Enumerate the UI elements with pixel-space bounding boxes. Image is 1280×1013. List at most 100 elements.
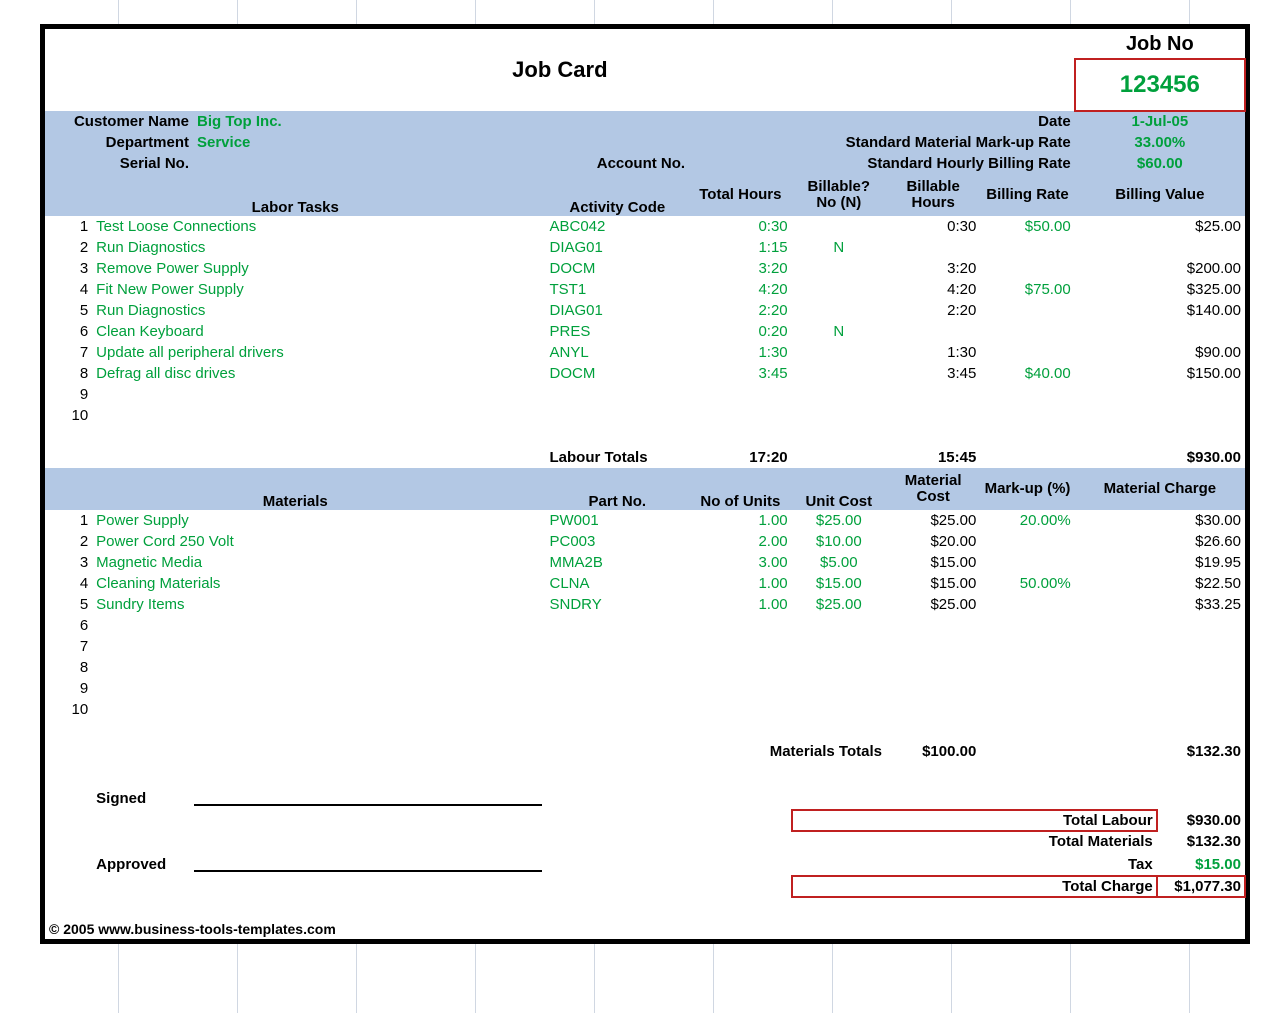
spreadsheet-background: Job Card Job No 123456 Customer Name Big… [0,0,1280,1013]
labor-row: 1Test Loose ConnectionsABC0420:300:30$50… [45,216,1245,237]
material-cost [886,699,980,720]
total-hours: 2:20 [689,300,792,321]
row-num: 6 [45,321,92,342]
labour-total-hours: 17:20 [689,447,792,468]
billing-rate [980,405,1074,426]
material-cost [886,636,980,657]
part-no-header: Part No. [546,468,690,510]
billing-value [1075,321,1245,342]
no-of-units [689,657,792,678]
row-num: 3 [45,258,92,279]
material-name: Cleaning Materials [92,573,545,594]
row-num: 1 [45,510,92,531]
row-num: 10 [45,699,92,720]
unit-cost [792,615,886,636]
activity-code: DOCM [546,363,690,384]
total-hours: 3:45 [689,363,792,384]
customer-name: Big Top Inc. [193,111,546,132]
account-no-label: Account No. [546,153,690,174]
billing-value-header: Billing Value [1075,174,1245,216]
labor-row: 4Fit New Power SupplyTST14:204:20$75.00$… [45,279,1245,300]
material-charge [1075,657,1245,678]
row-num: 8 [45,657,92,678]
row-num: 7 [45,342,92,363]
row-num: 8 [45,363,92,384]
billing-rate [980,342,1074,363]
billing-rate [980,300,1074,321]
markup-pct: 50.00% [980,573,1074,594]
billing-rate [980,258,1074,279]
signed-label: Signed [92,786,190,810]
row-num: 9 [45,384,92,405]
no-of-units: 3.00 [689,552,792,573]
account-no-value [689,153,799,174]
labor-task: Clean Keyboard [92,321,545,342]
material-name [92,657,545,678]
row-num: 2 [45,237,92,258]
labor-tasks-header: Labor Tasks [45,174,546,216]
unit-cost: $25.00 [792,510,886,531]
row-num: 3 [45,552,92,573]
card-title: Job Card [45,29,1075,111]
material-row: 5Sundry ItemsSNDRY1.00$25.00$25.00$33.25 [45,594,1245,615]
material-name [92,699,545,720]
total-hours: 1:15 [689,237,792,258]
total-materials-value: $132.30 [1157,831,1245,852]
hourly-rate-value: $60.00 [1075,153,1245,174]
markup-rate-label: Standard Material Mark-up Rate [689,132,1075,153]
markup-pct [980,678,1074,699]
unit-cost-header: Unit Cost [792,468,886,510]
part-no [546,636,690,657]
billing-value [1075,405,1245,426]
row-num: 5 [45,594,92,615]
billable-hours: 2:20 [886,300,980,321]
labor-task: Fit New Power Supply [92,279,545,300]
billable-hours [886,384,980,405]
material-row: 6 [45,615,1245,636]
no-of-units [689,615,792,636]
row-num: 9 [45,678,92,699]
billable-hours: 0:30 [886,216,980,237]
part-no: SNDRY [546,594,690,615]
billing-value: $150.00 [1075,363,1245,384]
billable-flag: N [792,321,886,342]
job-card-table: Job Card Job No 123456 Customer Name Big… [45,29,1245,939]
total-hours: 1:30 [689,342,792,363]
billing-value: $25.00 [1075,216,1245,237]
activity-code: TST1 [546,279,690,300]
material-charge [1075,636,1245,657]
no-of-units: 2.00 [689,531,792,552]
material-cost [886,657,980,678]
row-num: 7 [45,636,92,657]
material-charge [1075,615,1245,636]
no-of-units: 1.00 [689,573,792,594]
unit-cost [792,657,886,678]
unit-cost: $25.00 [792,594,886,615]
material-name [92,615,545,636]
total-hours-header: Total Hours [689,174,792,216]
hourly-rate-label: Standard Hourly Billing Rate [799,153,1075,174]
row-num: 10 [45,405,92,426]
material-cost: $25.00 [886,510,980,531]
material-row: 9 [45,678,1245,699]
row-num: 4 [45,573,92,594]
total-charge-value: $1,077.30 [1157,876,1245,897]
billing-rate [980,237,1074,258]
billable-hours [886,405,980,426]
part-no: MMA2B [546,552,690,573]
material-cost-header: Material Cost [886,468,980,510]
part-no: PW001 [546,510,690,531]
billing-value: $325.00 [1075,279,1245,300]
signed-line [190,786,545,810]
billable-flag: N [792,237,886,258]
material-row: 1Power SupplyPW0011.00$25.00$25.0020.00%… [45,510,1245,531]
billing-rate [980,384,1074,405]
material-charge [1075,699,1245,720]
no-of-units: 1.00 [689,594,792,615]
total-hours: 0:30 [689,216,792,237]
billable-hours [886,237,980,258]
activity-code: DIAG01 [546,237,690,258]
materials-total-cost: $100.00 [886,741,980,762]
billable-hours-header: Billable Hours [886,174,980,216]
date-value: 1-Jul-05 [1075,111,1245,132]
